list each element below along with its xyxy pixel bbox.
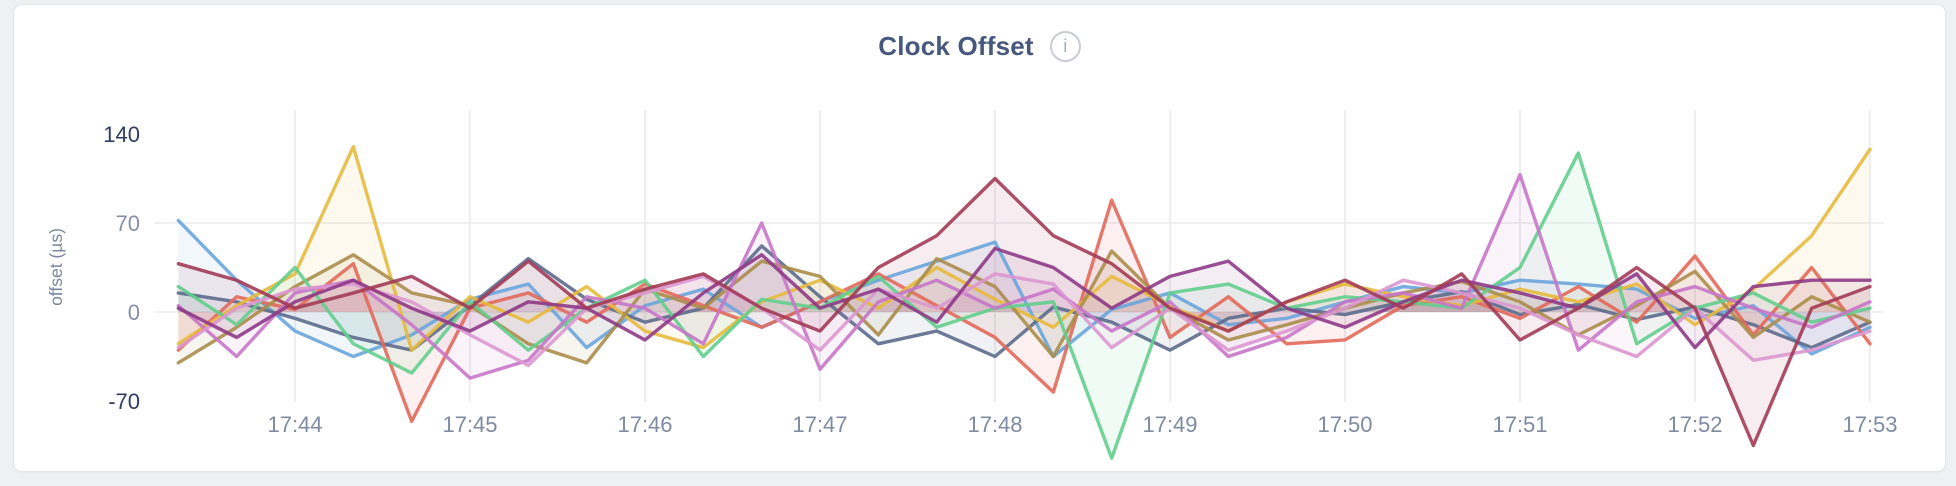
x-axis-tick-label: 17:53 [1842, 412, 1897, 437]
info-icon[interactable]: i [1049, 31, 1081, 62]
x-axis-tick-label: 17:51 [1492, 412, 1547, 437]
series-area-series-3-salmon [178, 200, 1870, 422]
y-axis-tick-label: 0 [128, 300, 140, 325]
series-area-series-2-slate [178, 245, 1870, 357]
series-line-series-7-orchid [176, 172, 1872, 380]
y-axis-tick-label: 70 [116, 211, 140, 236]
chart-card: Clock Offset i [13, 4, 1946, 472]
x-axis-tick-label: 17:45 [442, 412, 497, 437]
x-axis-tick-label: 17:52 [1667, 412, 1722, 437]
chart-title: Clock Offset [878, 31, 1034, 61]
x-axis-tick-label: 17:46 [617, 412, 672, 437]
series-area-series-7-orchid [178, 174, 1870, 379]
series-line-series-4-gold [176, 145, 1872, 352]
x-axis-tick-label: 17:44 [267, 412, 322, 437]
x-axis-tick-label: 17:49 [1142, 412, 1197, 437]
series-line-series-6-green [176, 151, 1872, 460]
series-area-series-1-blue [178, 220, 1870, 357]
y-axis-tick-label: -70 [108, 389, 140, 414]
x-axis-tick-label: 17:48 [967, 412, 1022, 437]
chart-header: Clock Offset i [14, 31, 1945, 62]
y-axis-label: offset (µs) [46, 228, 66, 306]
series-line-series-10-maroon [176, 176, 1872, 448]
y-axis-tick-label: 140 [103, 122, 140, 147]
series-area-series-8-pink [178, 273, 1870, 366]
x-axis-tick-label: 17:47 [792, 412, 847, 437]
x-axis-tick-label: 17:50 [1317, 412, 1372, 437]
series-line-series-8-pink [176, 272, 1872, 368]
series-area-series-5-olive [178, 250, 1870, 363]
